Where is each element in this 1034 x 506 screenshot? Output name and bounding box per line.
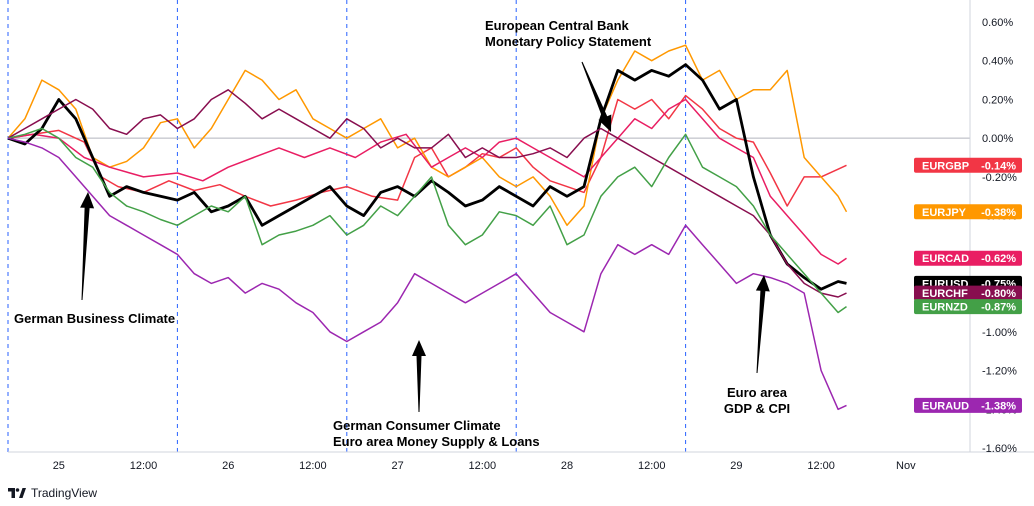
value-tag-name: EURNZD: [922, 302, 968, 314]
tradingview-logo-icon: [8, 488, 26, 498]
series-lines: [7, 44, 848, 411]
series-line-eurcad: [7, 98, 847, 265]
y-axis-ticks: 0.60%0.40%0.20%0.00%-0.20%-0.40%-0.60%-0…: [982, 17, 1017, 455]
series-line-eurjpy: [7, 44, 848, 227]
x-tick-label: 12:00: [807, 460, 835, 472]
value-tag-name: EURCHF: [922, 288, 968, 300]
series-line-eurnzd: [7, 127, 847, 314]
y-tick-label: -1.20%: [982, 366, 1017, 378]
series-value-tags: EURGBP -0.14%EURJPY -0.38%EURCAD -0.62%EURU…: [914, 157, 1022, 413]
series-line-eurchf: [7, 89, 847, 298]
x-tick-label: 25: [53, 460, 65, 472]
x-tick-label: 27: [391, 460, 403, 472]
value-tag-eurjpy: EURJPY -0.38%: [914, 204, 1022, 220]
annotation-text-1: Monetary Policy Statement: [485, 34, 652, 49]
x-tick-label: 12:00: [299, 460, 327, 472]
value-tag-bg: [914, 157, 1022, 173]
value-tag-bg: [914, 204, 1022, 220]
value-tag-name: EURAUD: [922, 400, 969, 412]
y-tick-label: 0.00%: [982, 133, 1013, 145]
y-tick-label: -1.60%: [982, 443, 1017, 455]
x-tick-label: 29: [730, 460, 742, 472]
tradingview-name: TradingView: [31, 486, 98, 500]
y-tick-label: -0.20%: [982, 172, 1017, 184]
x-tick-label: 12:00: [469, 460, 497, 472]
value-tag-eurchf: EURCHF -0.80%: [914, 285, 1022, 301]
multi-line-chart: 0.60%0.40%0.20%0.00%-0.20%-0.40%-0.60%-0…: [7, 0, 1034, 472]
value-tag-value: -0.62%: [981, 253, 1016, 265]
value-tag-name: EURCAD: [922, 253, 969, 265]
value-tag-bg: [914, 397, 1022, 413]
y-tick-label: -1.00%: [982, 327, 1017, 339]
x-tick-label: 28: [561, 460, 573, 472]
annotation-text-1: European Central Bank: [485, 18, 630, 33]
annotation-arrow-2: [412, 340, 426, 412]
value-tag-value: -1.38%: [981, 400, 1016, 412]
x-axis-ticks: 25 12:00 26 12:00 27 12:00 28 12:00 29 12:00 Nov: [53, 460, 916, 472]
value-tag-bg: [914, 250, 1022, 266]
value-tag-value: -0.38%: [981, 207, 1016, 219]
series-line-eurgbp: [7, 94, 847, 207]
annotation-text-3: Euro area: [727, 385, 788, 400]
series-line-euraud: [7, 137, 847, 411]
x-tick-label: 12:00: [130, 460, 158, 472]
annotation-arrows: [80, 61, 770, 412]
value-tag-eurcad: EURCAD -0.62%: [914, 250, 1022, 266]
annotation-arrow-0: [80, 192, 95, 300]
value-tag-euraud: EURAUD -1.38%: [914, 397, 1022, 413]
value-tag-name: EURGBP: [922, 160, 969, 172]
value-tag-name: EURJPY: [922, 207, 967, 219]
annotation-text-0: German Business Climate: [14, 311, 175, 326]
annotation-arrow-3: [755, 275, 770, 373]
series-line-eurusd: [7, 63, 847, 291]
value-tag-eurgbp: EURGBP -0.14%: [914, 157, 1022, 173]
x-tick-label: Nov: [896, 460, 916, 472]
annotation-text-3: GDP & CPI: [724, 401, 790, 416]
y-tick-label: 0.40%: [982, 56, 1013, 68]
y-tick-label: 0.60%: [982, 17, 1013, 29]
value-tag-value: -0.87%: [981, 302, 1016, 314]
annotations: German Business Climate European Central …: [14, 18, 790, 449]
value-tag-value: -0.14%: [981, 160, 1016, 172]
value-tag-bg: [914, 285, 1022, 301]
tradingview-branding: TradingView: [8, 486, 97, 500]
value-tag-eurnzd: EURNZD -0.87%: [914, 299, 1022, 315]
annotation-text-2: Euro area Money Supply & Loans: [333, 434, 540, 449]
annotation-text-2: German Consumer Climate: [333, 418, 501, 433]
y-tick-label: 0.20%: [982, 94, 1013, 106]
annotation-arrow-1: [581, 61, 612, 132]
value-tag-value: -0.80%: [981, 288, 1016, 300]
x-tick-label: 26: [222, 460, 234, 472]
x-tick-label: 12:00: [638, 460, 666, 472]
value-tag-bg: [914, 299, 1022, 315]
